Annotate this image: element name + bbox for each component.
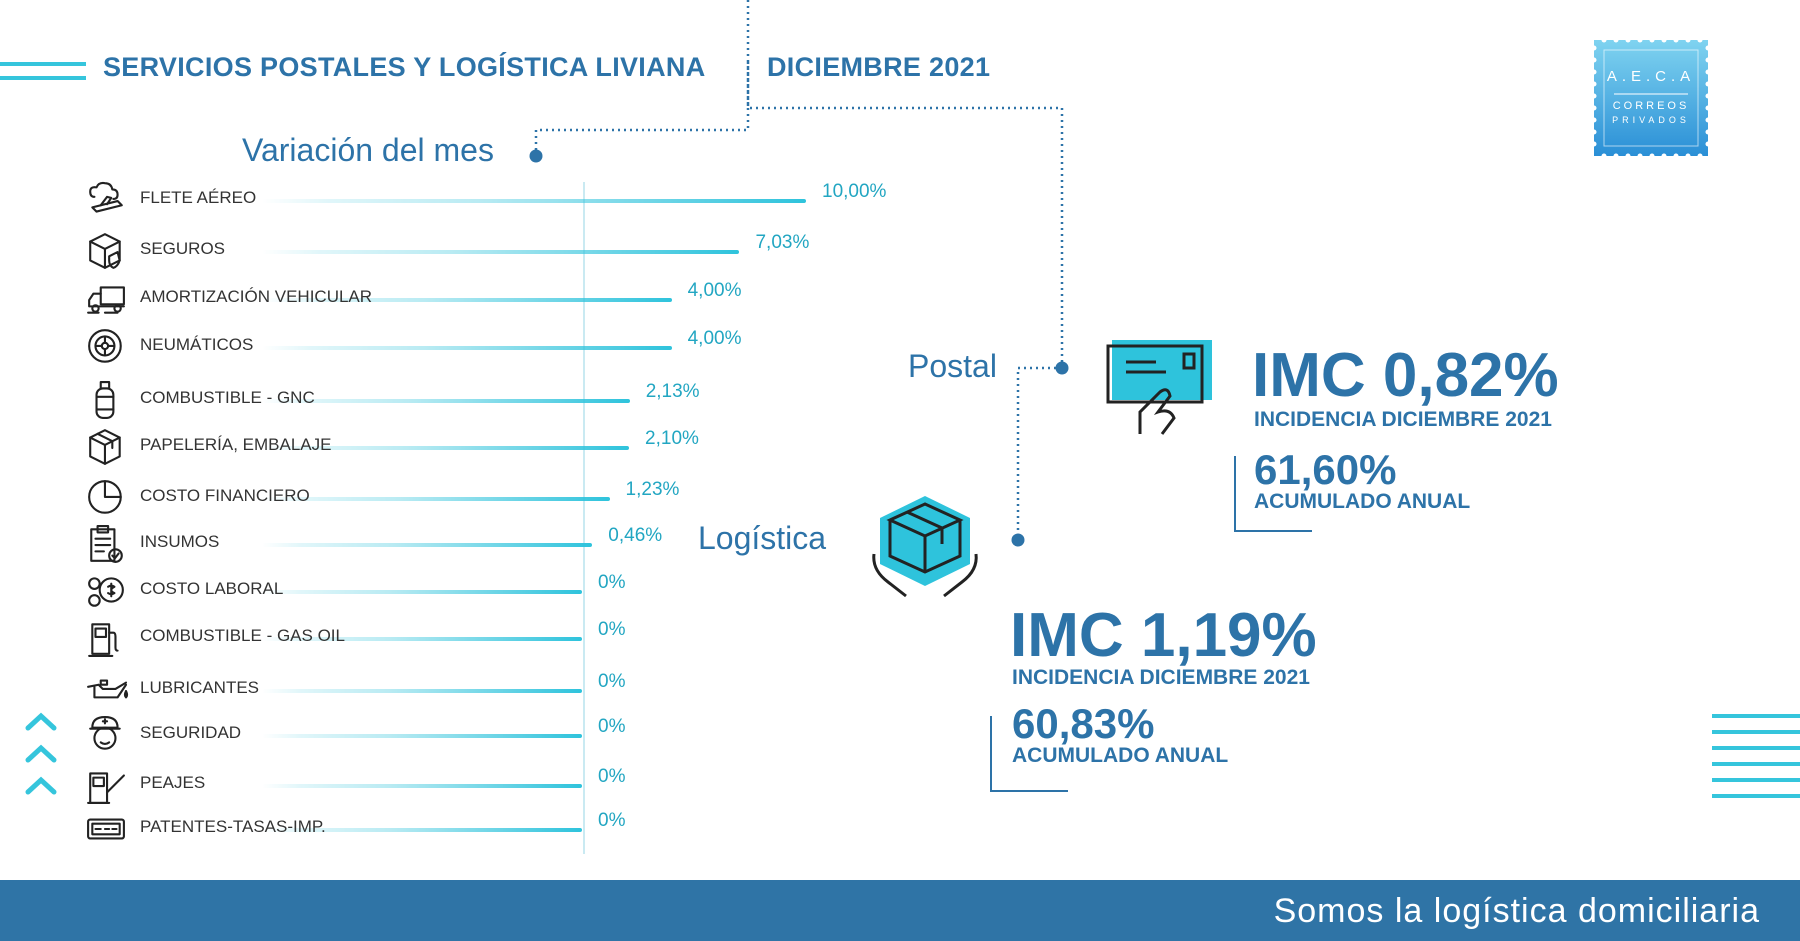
tire-icon — [88, 329, 122, 363]
footer-tagline: Somos la logística domiciliaria — [1273, 892, 1760, 930]
category-label: PATENTES-TASAS-IMP. — [140, 817, 326, 836]
value-label: 1,23% — [625, 479, 680, 500]
postal-acumulado-label: ACUMULADO ANUAL — [1254, 490, 1471, 513]
value-label: 0,46% — [608, 525, 663, 546]
security-guard-icon — [89, 716, 121, 750]
value-label: 2,10% — [645, 428, 699, 449]
gas-cylinder-icon — [95, 381, 115, 419]
bar-1 — [262, 199, 806, 203]
value-label: 0% — [598, 716, 626, 737]
value-label: 7,03% — [755, 232, 810, 253]
license-plate-icon — [87, 818, 125, 840]
category-label: COMBUSTIBLE - GAS OIL — [140, 626, 345, 645]
header-accent-line-1 — [0, 62, 86, 66]
category-label: COSTO FINANCIERO — [140, 486, 310, 505]
category-label: PEAJES — [140, 773, 206, 792]
aeca-logo: A.E.C.A CORREOS PRIVADOS — [1591, 37, 1711, 159]
truck-icon — [87, 286, 125, 314]
bar-2 — [262, 250, 740, 254]
bar-8 — [262, 543, 593, 547]
box-hands-icon — [872, 496, 978, 598]
category-label: SEGUROS — [140, 239, 226, 258]
footer-bar: Somos la logística domiciliaria — [0, 880, 1800, 941]
package-icon — [89, 429, 121, 465]
category-label: INSUMOS — [140, 532, 220, 551]
category-label: COSTO LABORAL — [140, 579, 284, 598]
airplane-cloud-icon — [89, 181, 123, 213]
category-label: LUBRICANTES — [140, 678, 260, 697]
bar-7 — [262, 497, 610, 501]
fuel-pump-icon — [88, 623, 119, 657]
shield-box-icon — [89, 233, 121, 269]
logo-line3: PRIVADOS — [1612, 115, 1690, 125]
variation-bar-chart: FLETE AÉREO 10,00% SEGUROS 7,03% AMORTIZACIÓ… — [87, 181, 887, 840]
coins-icon — [88, 577, 124, 607]
bar-3 — [262, 298, 672, 302]
postal-label: Postal — [908, 348, 997, 384]
logistica-imc-value: IMC 1,19% — [1010, 601, 1317, 670]
logistica-label: Logística — [698, 520, 827, 556]
chevrons-decoration-icon — [25, 712, 57, 795]
bar-11 — [262, 689, 582, 693]
stamp-frame-icon — [1591, 37, 1711, 159]
bar-4 — [262, 346, 672, 350]
value-label: 2,13% — [645, 381, 700, 402]
value-label: 0% — [598, 671, 626, 692]
bar-13 — [262, 784, 582, 788]
bar-12 — [262, 734, 582, 738]
postal-acumulado-value: 61,60% — [1254, 446, 1397, 493]
category-label: FLETE AÉREO — [140, 188, 257, 207]
category-label: PAPELERÍA, EMBALAJE — [140, 435, 332, 454]
connector-lines — [529, 0, 1069, 854]
logo-line1: A.E.C.A — [1606, 68, 1696, 85]
envelope-hand-icon — [1106, 340, 1212, 435]
toll-booth-icon — [87, 772, 125, 804]
logistica-acumulado-value: 60,83% — [1012, 700, 1155, 747]
logistica-incidencia-label: INCIDENCIA DICIEMBRE 2021 — [1012, 666, 1310, 689]
postal-bracket — [1234, 456, 1312, 532]
logistica-acumulado-label: ACUMULADO ANUAL — [1012, 744, 1229, 767]
value-label: 0% — [598, 766, 626, 787]
value-label: 0% — [598, 572, 626, 593]
category-label: NEUMÁTICOS — [140, 335, 254, 354]
chart-title: Variación del mes — [242, 132, 494, 168]
bar-14 — [262, 828, 582, 832]
category-label: COMBUSTIBLE - GNC — [140, 388, 315, 407]
bar-10 — [262, 637, 582, 641]
value-label: 4,00% — [687, 280, 742, 301]
bar-9 — [262, 590, 582, 594]
bar-6 — [262, 446, 630, 450]
bar-5 — [262, 399, 630, 403]
value-label: 4,00% — [687, 328, 742, 349]
logo-line2: CORREOS — [1612, 100, 1690, 112]
value-label: 10,00% — [822, 181, 887, 202]
postal-imc-value: IMC 0,82% — [1252, 341, 1559, 410]
postal-incidencia-label: INCIDENCIA DICIEMBRE 2021 — [1254, 408, 1552, 431]
oil-can-icon — [87, 679, 129, 699]
stripes-decoration-icon — [1712, 714, 1800, 798]
pie-chart-icon — [88, 480, 122, 514]
period-label: DICIEMBRE 2021 — [767, 52, 991, 82]
header-accent-line-2 — [0, 76, 86, 80]
value-label: 0% — [598, 810, 626, 831]
value-label: 0% — [598, 619, 626, 640]
page-title: SERVICIOS POSTALES Y LOGÍSTICA LIVIANA — [103, 52, 706, 82]
clipboard-check-icon — [90, 525, 123, 563]
category-label: SEGURIDAD — [140, 723, 242, 742]
logistica-bracket — [990, 716, 1068, 792]
category-label: AMORTIZACIÓN VEHICULAR — [140, 287, 373, 306]
